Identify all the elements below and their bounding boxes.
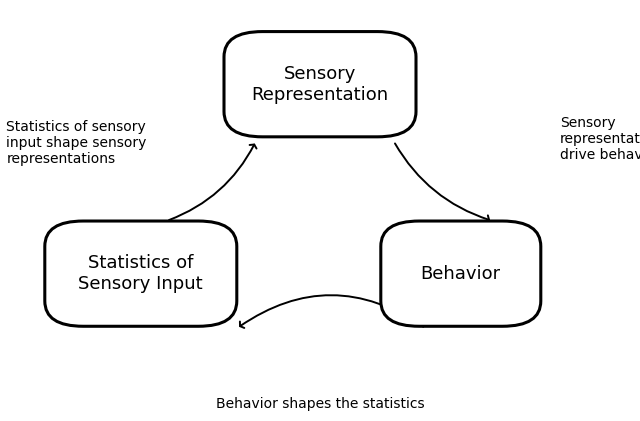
Text: Sensory
Representation: Sensory Representation xyxy=(252,65,388,104)
Text: Statistics of
Sensory Input: Statistics of Sensory Input xyxy=(79,254,203,293)
Text: Behavior: Behavior xyxy=(420,265,501,282)
Text: Sensory
representations
drive behavior: Sensory representations drive behavior xyxy=(560,116,640,162)
FancyBboxPatch shape xyxy=(224,32,416,137)
Text: Behavior shapes the statistics: Behavior shapes the statistics xyxy=(216,397,424,411)
Text: Statistics of sensory
input shape sensory
representations: Statistics of sensory input shape sensor… xyxy=(6,120,147,166)
FancyBboxPatch shape xyxy=(45,221,237,326)
FancyBboxPatch shape xyxy=(381,221,541,326)
